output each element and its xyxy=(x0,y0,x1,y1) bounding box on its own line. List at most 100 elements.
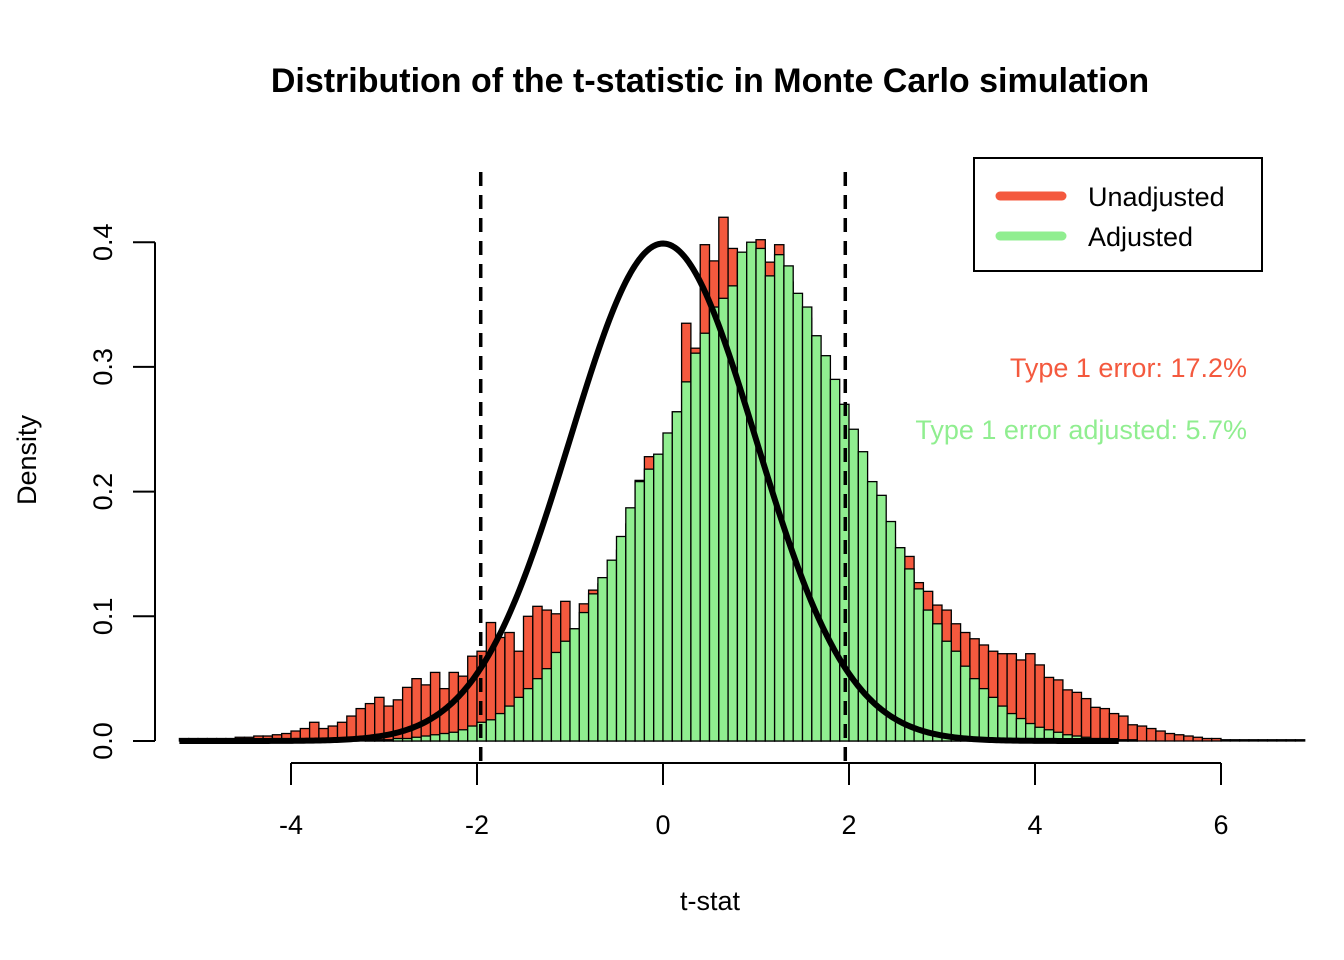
adjusted-bar xyxy=(820,355,832,742)
unadjusted-bar xyxy=(1285,739,1297,742)
legend-label-adjusted: Adjusted xyxy=(1088,222,1193,252)
adjusted-bar xyxy=(401,737,413,742)
legend-label-unadjusted: Unadjusted xyxy=(1088,182,1225,212)
adjusted-bar xyxy=(606,559,618,742)
unadjusted-bar xyxy=(1136,725,1148,742)
adjusted-bar xyxy=(764,275,776,742)
adjusted-bar xyxy=(494,712,506,742)
adjusted-bar xyxy=(653,453,664,742)
adjusted-bar xyxy=(569,628,580,742)
adjusted-bar xyxy=(746,241,757,742)
unadjusted-bar xyxy=(1099,707,1111,742)
y-tick-label: 0.1 xyxy=(88,598,118,636)
x-axis-label: t-stat xyxy=(680,886,741,916)
chart-title: Distribution of the t-statistic in Monte… xyxy=(271,62,1149,100)
adjusted-bar xyxy=(829,378,841,742)
y-axis-label: Density xyxy=(12,414,42,505)
x-tick-label: 0 xyxy=(655,810,670,840)
adjusted-bar xyxy=(597,576,608,742)
adjusted-bar xyxy=(783,265,794,742)
adjusted-bar xyxy=(950,650,962,742)
adjusted-bar xyxy=(680,381,692,742)
adjusted-bar xyxy=(978,687,990,742)
adjusted-bar xyxy=(922,609,934,742)
unadjusted-bar xyxy=(1127,724,1138,742)
unadjusted-bar xyxy=(1080,697,1092,742)
adjusted-bar xyxy=(513,696,525,742)
adjusted-bar xyxy=(904,568,915,742)
adjusted-bar xyxy=(467,725,478,742)
unadjusted-bar xyxy=(1294,739,1306,742)
adjusted-bar xyxy=(987,696,999,742)
unadjusted-bar xyxy=(420,684,432,742)
adjusted-bar xyxy=(411,736,422,742)
y-tick-label: 0.2 xyxy=(88,473,118,511)
unadjusted-bar xyxy=(1164,732,1176,742)
adjusted-bar xyxy=(885,520,897,742)
unadjusted-bar xyxy=(1118,715,1129,742)
type1-error-annotation: Type 1 error: 17.2% xyxy=(1010,353,1247,383)
adjusted-bar xyxy=(1015,717,1027,742)
unadjusted-bar xyxy=(1257,739,1269,742)
unadjusted-bar xyxy=(1173,734,1185,742)
adjusted-bar xyxy=(560,640,571,742)
adjusted-bar xyxy=(587,593,599,742)
adjusted-bar xyxy=(1006,712,1018,742)
unadjusted-bar xyxy=(1062,689,1073,742)
unadjusted-bar xyxy=(429,671,441,742)
unadjusted-bar xyxy=(1266,739,1278,742)
adjusted-bar xyxy=(755,247,766,742)
adjusted-bar xyxy=(959,665,971,742)
adjusted-bar xyxy=(392,737,404,742)
unadjusted-bar xyxy=(1183,735,1194,742)
adjusted-bar xyxy=(383,739,394,742)
adjusted-bar xyxy=(643,468,655,742)
adjusted-bar xyxy=(550,651,562,742)
adjusted-bar xyxy=(690,352,701,742)
adjusted-bar xyxy=(374,739,385,742)
unadjusted-bar xyxy=(1201,737,1213,742)
adjusted-bar xyxy=(578,611,590,742)
unadjusted-bar xyxy=(1276,739,1287,742)
y-axis: 0.0 0.1 0.2 0.3 0.4 xyxy=(88,223,156,760)
legend: Unadjusted Adjusted xyxy=(973,157,1263,272)
adjusted-bar xyxy=(894,547,906,742)
unadjusted-bar xyxy=(1211,737,1222,742)
adjusted-bar xyxy=(801,306,813,742)
adjusted-bar xyxy=(522,687,534,742)
unadjusted-bar xyxy=(1248,739,1259,742)
adjusted-bar xyxy=(811,335,822,742)
adjusted-bar xyxy=(1118,739,1129,742)
unadjusted-bar xyxy=(1155,730,1166,742)
adjusted-bar xyxy=(420,735,432,742)
y-tick-label: 0.3 xyxy=(88,348,118,386)
adjusted-bar xyxy=(941,640,952,742)
adjusted-bar xyxy=(439,732,450,742)
adjusted-bar xyxy=(708,306,720,742)
adjusted-bar xyxy=(932,623,943,742)
x-axis: -4 -2 0 2 4 6 xyxy=(279,762,1229,840)
x-tick-label: -2 xyxy=(465,810,489,840)
x-tick-label: 4 xyxy=(1027,810,1042,840)
adjusted-bar xyxy=(699,332,711,742)
unadjusted-bar xyxy=(1229,739,1241,742)
adjusted-bar xyxy=(736,251,748,742)
unadjusted-bar xyxy=(411,678,422,742)
adjusted-bar xyxy=(1127,739,1138,742)
adjusted-bar xyxy=(671,411,683,742)
adjusted-bar xyxy=(969,678,980,742)
adjusted-bar xyxy=(485,719,497,742)
adjusted-bar xyxy=(848,428,859,742)
x-tick-label: 2 xyxy=(841,810,856,840)
adjusted-bar xyxy=(913,588,925,742)
type1-error-adjusted-annotation: Type 1 error adjusted: 5.7% xyxy=(915,415,1247,445)
unadjusted-bar xyxy=(1108,712,1120,742)
unadjusted-bar xyxy=(1220,739,1231,742)
adjusted-bar xyxy=(625,507,636,742)
unadjusted-bar xyxy=(1071,691,1083,742)
unadjusted-bar xyxy=(1238,739,1250,742)
unadjusted-bar xyxy=(1192,736,1204,742)
unadjusted-bar xyxy=(1145,727,1157,742)
adjusted-bar xyxy=(662,432,673,742)
